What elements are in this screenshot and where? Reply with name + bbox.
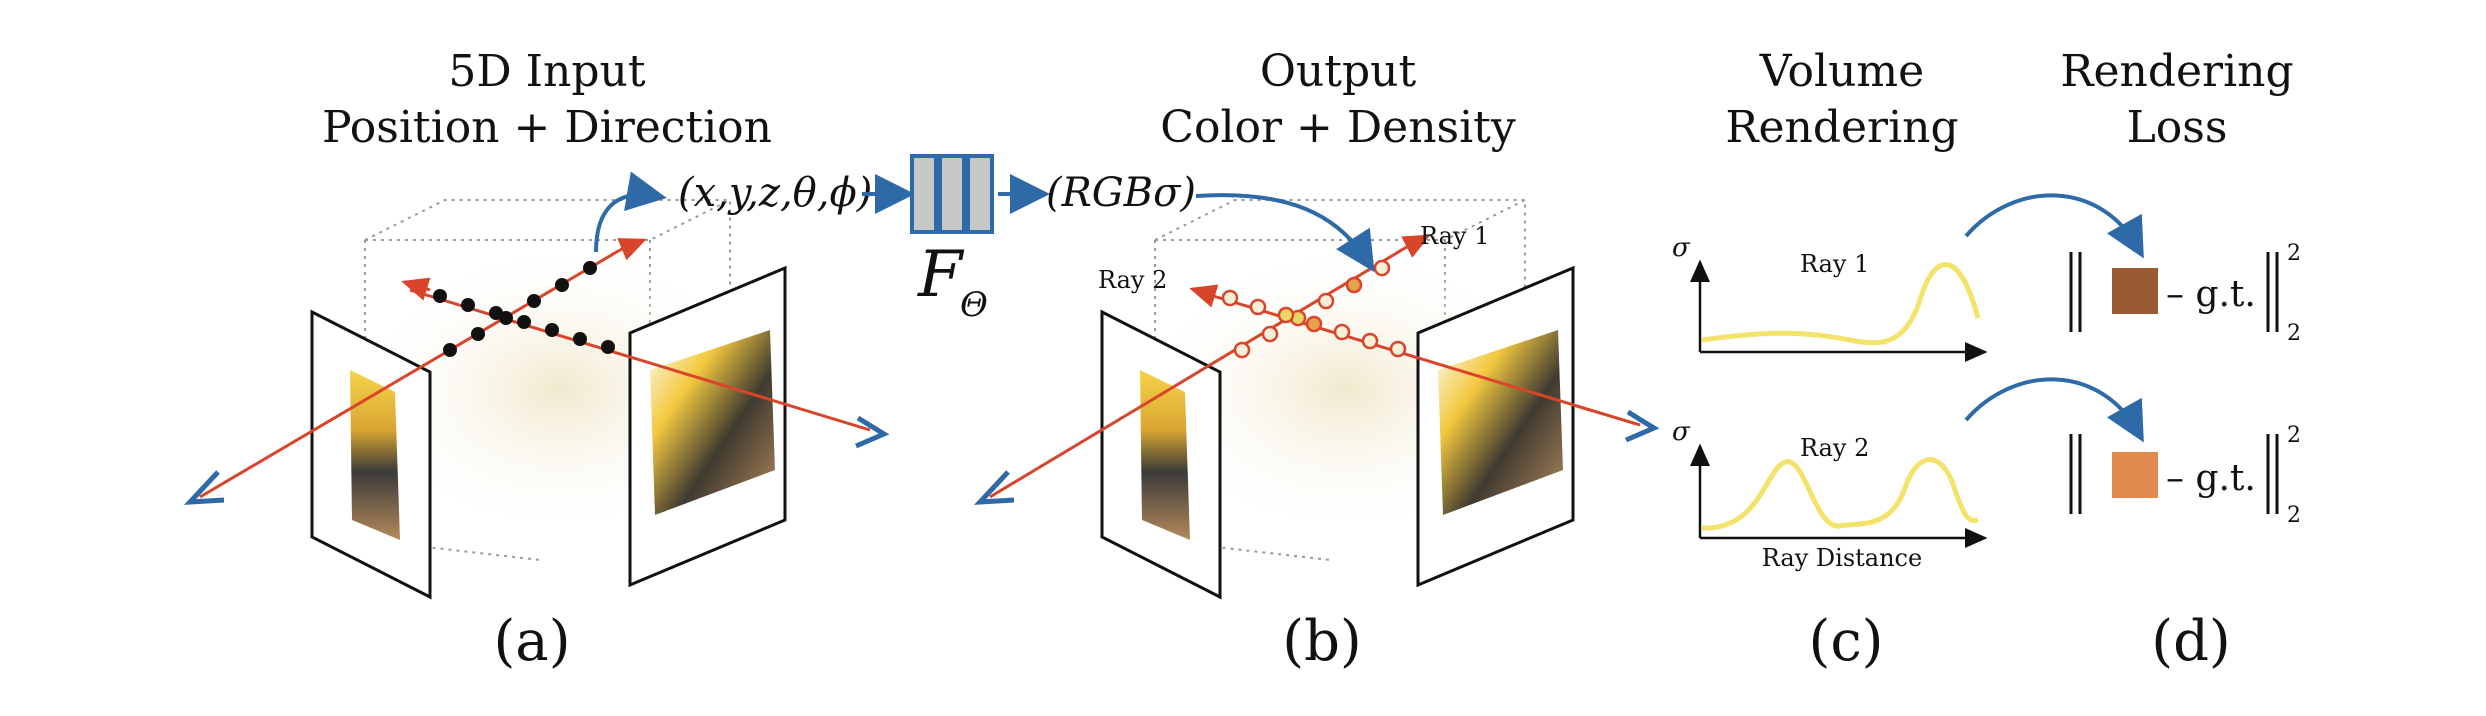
network-f-theta: F Θ	[862, 154, 1050, 325]
arrow-to-input	[594, 171, 667, 253]
ray-a-1-arrowhead	[183, 470, 225, 505]
panel-d-title-line2: Loss	[2127, 102, 2228, 153]
panel-d-label: (d)	[2151, 609, 2231, 674]
arrow-to-loss-2	[1964, 377, 2144, 443]
panel-a-title-line1: 5D Input	[448, 46, 645, 97]
density-plot: σ Ray 2 Ray Distance	[1672, 417, 1988, 572]
ray-b-2-arrowhead	[1625, 409, 1660, 443]
network-subscript: Θ	[960, 285, 988, 325]
norm-subscript-1: 2	[2287, 321, 2301, 346]
sample-points-a	[433, 261, 615, 357]
input-tuple: (x,y,z,θ,ϕ)	[678, 170, 872, 216]
output-tuple: (RGBσ)	[1046, 170, 1196, 216]
panel-c: Volume Rendering σ Ray 1 σ Ray 2 Ray Dis…	[1572, 46, 1988, 674]
ray-b-1-arrowhead	[973, 470, 1015, 505]
norm-superscript-2: 2	[2287, 423, 2301, 448]
density-curve-ray2	[1701, 457, 1979, 531]
panel-d-title-line1: Rendering	[2060, 46, 2293, 97]
rendered-scene-image	[1140, 370, 1190, 540]
ray1-label-b: Ray 1	[1420, 222, 1489, 250]
loss-term-ray2: – g.t. 2 2	[2069, 423, 2301, 528]
loss-term-ray1: – g.t. 2 2	[2069, 241, 2301, 346]
arrow-to-loss-1	[1964, 193, 2144, 259]
panel-c-title-line1: Volume	[1759, 46, 1924, 97]
panel-a-title-line2: Position + Direction	[322, 102, 772, 153]
norm-subscript-2: 2	[2287, 503, 2301, 528]
density-curve-ray1	[1701, 262, 1981, 346]
sigma-axis-label-2: σ	[1672, 417, 1691, 447]
loss-swatch	[2112, 452, 2158, 498]
sample-points-b	[1221, 259, 1407, 359]
ray-distance-label: Ray Distance	[1762, 544, 1922, 572]
arrow-to-samples	[1195, 193, 1375, 273]
panel-b-title-line2: Color + Density	[1160, 102, 1516, 153]
ray2-label-b: Ray 2	[1098, 266, 1167, 294]
sigma-axis-label-1: σ	[1672, 233, 1691, 263]
panel-c-title-line2: Rendering	[1725, 102, 1958, 153]
ray-a-2-arrowhead	[855, 415, 890, 449]
ray-b-1	[989, 246, 1406, 499]
panel-c-label: (c)	[1808, 609, 1883, 674]
norm-superscript-1: 2	[2287, 241, 2301, 266]
panel-a: 5D Input Position + Direction	[183, 46, 890, 674]
density-plot: σ Ray 1	[1672, 233, 1988, 362]
panel-b-title-line1: Output	[1260, 46, 1417, 97]
gt-label-2: – g.t.	[2166, 458, 2256, 499]
panel-d: Rendering Loss – g.t. 2 2 – g.t. 2 2 (d)	[1964, 46, 2301, 674]
rendered-scene-image	[350, 370, 400, 540]
ray-a-2	[409, 288, 871, 432]
panel-b-label: (b)	[1282, 609, 1362, 674]
rendered-scene-image	[650, 330, 775, 515]
network-symbol: F	[917, 238, 965, 312]
panel-a-label: (a)	[493, 609, 570, 674]
ray-b-2	[1199, 290, 1641, 427]
network-blocks-icon	[910, 154, 994, 234]
ray1-label-c: Ray 1	[1800, 250, 1869, 278]
ray-a-1	[199, 248, 621, 499]
gt-label-1: – g.t.	[2166, 274, 2256, 315]
ray2-label-c: Ray 2	[1800, 434, 1869, 462]
rendered-scene-image	[1438, 330, 1563, 515]
panel-b: Output Color + Density (RGBσ) Ray 1	[973, 46, 1660, 674]
loss-swatch	[2112, 268, 2158, 314]
